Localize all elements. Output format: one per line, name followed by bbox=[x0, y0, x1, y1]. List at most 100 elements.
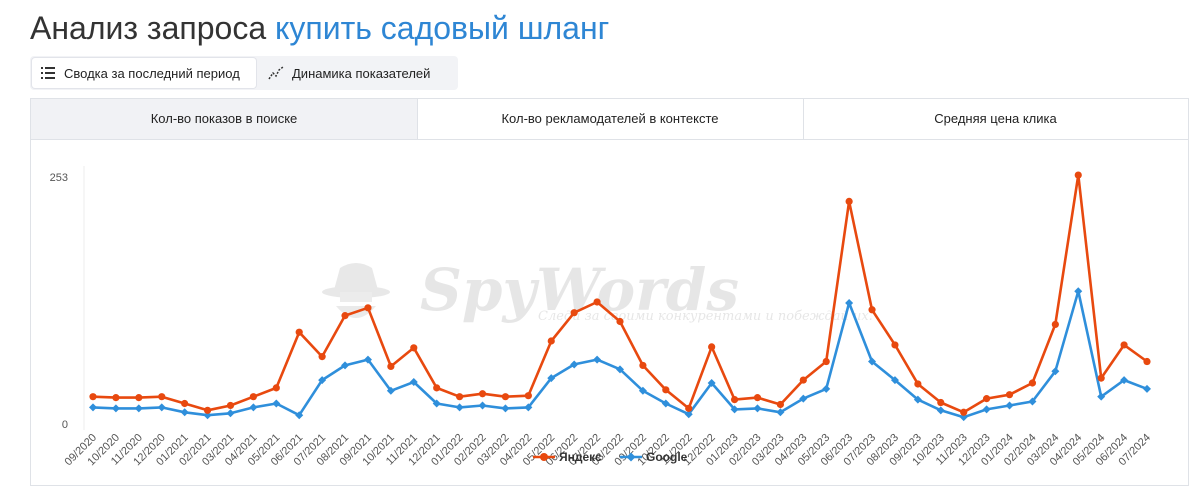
data-point-google[interactable] bbox=[1051, 367, 1060, 376]
data-point-yandex[interactable] bbox=[960, 408, 968, 416]
data-point-google[interactable] bbox=[180, 408, 189, 417]
data-point-google[interactable] bbox=[890, 376, 899, 385]
data-point-google[interactable] bbox=[134, 404, 143, 413]
data-point-google[interactable] bbox=[547, 374, 556, 383]
data-point-yandex[interactable] bbox=[662, 386, 670, 394]
tab-search-impressions[interactable]: Кол-во показов в поиске bbox=[31, 99, 418, 139]
data-point-google[interactable] bbox=[386, 386, 395, 395]
data-point-google[interactable] bbox=[1120, 376, 1129, 385]
data-point-yandex[interactable] bbox=[776, 400, 784, 409]
data-point-yandex[interactable] bbox=[753, 394, 762, 402]
data-point-yandex[interactable] bbox=[135, 394, 143, 402]
data-point-google[interactable] bbox=[638, 386, 647, 395]
data-point-google[interactable] bbox=[1005, 401, 1014, 410]
data-point-google[interactable] bbox=[272, 399, 281, 408]
data-point-google[interactable] bbox=[1028, 397, 1037, 406]
data-point-yandex[interactable] bbox=[685, 404, 693, 412]
data-point-yandex[interactable] bbox=[639, 361, 647, 370]
data-point-yandex[interactable] bbox=[158, 393, 166, 401]
data-point-google[interactable] bbox=[570, 360, 579, 369]
data-point-google[interactable] bbox=[822, 384, 831, 393]
data-point-yandex[interactable] bbox=[249, 393, 257, 401]
data-point-yandex[interactable] bbox=[1120, 341, 1128, 349]
data-point-yandex[interactable] bbox=[616, 317, 624, 326]
data-point-yandex[interactable] bbox=[203, 406, 212, 414]
data-point-yandex[interactable] bbox=[478, 390, 487, 398]
data-point-yandex[interactable] bbox=[501, 393, 510, 401]
legend-item-yandex[interactable]: Яндекс bbox=[533, 450, 602, 464]
data-point-google[interactable] bbox=[913, 395, 922, 404]
data-point-google[interactable] bbox=[776, 408, 785, 417]
data-point-yandex[interactable] bbox=[1143, 357, 1151, 366]
data-point-yandex[interactable] bbox=[547, 337, 555, 345]
data-point-google[interactable] bbox=[799, 394, 808, 403]
data-point-yandex[interactable] bbox=[341, 312, 349, 320]
data-point-google[interactable] bbox=[753, 404, 762, 413]
data-point-google[interactable] bbox=[684, 410, 693, 419]
data-point-yandex[interactable] bbox=[89, 393, 97, 401]
data-point-google[interactable] bbox=[616, 365, 624, 374]
data-point-google[interactable] bbox=[982, 405, 991, 414]
data-point-yandex[interactable] bbox=[433, 384, 441, 392]
legend-item-google[interactable]: Google bbox=[620, 450, 688, 464]
data-point-google[interactable] bbox=[1143, 384, 1151, 393]
data-point-google[interactable] bbox=[455, 403, 464, 412]
data-point-yandex[interactable] bbox=[1051, 320, 1059, 329]
data-point-yandex[interactable] bbox=[387, 362, 395, 370]
data-point-google[interactable] bbox=[478, 401, 487, 410]
data-point-google[interactable] bbox=[845, 298, 854, 307]
data-point-google[interactable] bbox=[318, 376, 327, 385]
data-point-yandex[interactable] bbox=[799, 376, 807, 384]
data-point-google[interactable] bbox=[89, 403, 97, 412]
data-point-google[interactable] bbox=[1097, 392, 1106, 401]
data-point-yandex[interactable] bbox=[845, 197, 853, 206]
data-point-yandex[interactable] bbox=[318, 353, 326, 361]
data-point-google[interactable] bbox=[707, 378, 716, 387]
data-point-google[interactable] bbox=[226, 409, 235, 418]
data-point-yandex[interactable] bbox=[730, 395, 739, 404]
data-point-yandex[interactable] bbox=[593, 298, 601, 306]
data-point-google[interactable] bbox=[295, 411, 304, 420]
data-point-yandex[interactable] bbox=[272, 384, 280, 392]
query-link[interactable]: купить садовый шланг bbox=[275, 10, 610, 46]
data-point-google[interactable] bbox=[936, 406, 945, 415]
data-point-google[interactable] bbox=[501, 404, 510, 413]
tab-avg-cpc[interactable]: Средняя цена клика bbox=[934, 111, 1057, 126]
data-point-google[interactable] bbox=[730, 405, 739, 414]
data-point-yandex[interactable] bbox=[937, 398, 945, 407]
data-point-yandex[interactable] bbox=[1097, 374, 1105, 382]
data-point-google[interactable] bbox=[432, 399, 441, 408]
data-point-google[interactable] bbox=[249, 403, 258, 412]
data-point-yandex[interactable] bbox=[868, 306, 876, 314]
data-point-yandex[interactable] bbox=[364, 304, 372, 312]
dynamics-view-button[interactable]: Динамика показателей bbox=[260, 58, 456, 88]
data-point-yandex[interactable] bbox=[295, 328, 303, 336]
data-point-yandex[interactable] bbox=[708, 343, 716, 351]
data-point-yandex[interactable] bbox=[410, 344, 418, 352]
data-point-google[interactable] bbox=[111, 404, 120, 413]
data-point-google[interactable] bbox=[157, 403, 166, 412]
summary-view-button[interactable]: Сводка за последний период bbox=[32, 58, 256, 88]
data-point-yandex[interactable] bbox=[570, 309, 578, 317]
data-point-google[interactable] bbox=[593, 355, 602, 364]
data-point-yandex[interactable] bbox=[891, 341, 899, 349]
data-point-yandex[interactable] bbox=[1028, 379, 1037, 387]
data-point-yandex[interactable] bbox=[226, 401, 235, 410]
data-point-yandex[interactable] bbox=[1074, 171, 1082, 179]
data-point-google[interactable] bbox=[363, 355, 372, 364]
data-point-yandex[interactable] bbox=[1005, 391, 1014, 399]
data-point-google[interactable] bbox=[868, 357, 877, 366]
data-point-yandex[interactable] bbox=[914, 380, 922, 388]
data-point-google[interactable] bbox=[409, 378, 418, 387]
data-point-google[interactable] bbox=[524, 403, 533, 412]
data-point-yandex[interactable] bbox=[524, 392, 532, 400]
tab-advertisers[interactable]: Кол-во рекламодателей в контексте bbox=[417, 99, 804, 139]
data-point-yandex[interactable] bbox=[983, 395, 991, 403]
data-point-yandex[interactable] bbox=[181, 399, 189, 408]
data-point-google[interactable] bbox=[341, 361, 350, 370]
data-point-google[interactable] bbox=[1074, 287, 1083, 296]
data-point-yandex[interactable] bbox=[456, 393, 464, 401]
data-point-google[interactable] bbox=[661, 399, 670, 408]
data-point-yandex[interactable] bbox=[112, 394, 120, 402]
data-point-yandex[interactable] bbox=[822, 357, 830, 366]
